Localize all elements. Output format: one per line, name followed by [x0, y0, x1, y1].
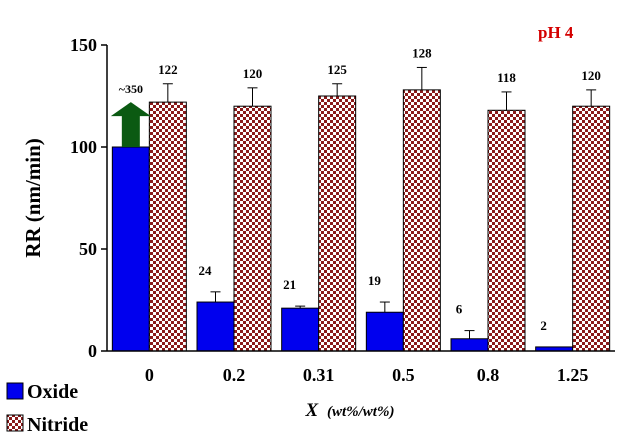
bar-nitride-4 [487, 109, 526, 352]
data-label-nitride: 120 [581, 68, 601, 83]
legend: Oxide Nitride [6, 381, 88, 436]
offscale-indicator: ~350 [110, 82, 151, 147]
data-label-nitride: 128 [412, 45, 432, 60]
bar-oxide-0 [111, 146, 150, 352]
bar-nitride-5 [572, 105, 611, 352]
data-label-nitride: 118 [497, 70, 516, 85]
bar-nitride-3 [402, 89, 441, 352]
error-bars [162, 66, 597, 339]
bar-nitride-2 [318, 95, 357, 352]
legend-label-oxide: Oxide [27, 381, 78, 403]
x-tick-label: 0.5 [392, 365, 415, 385]
y-tick-label: 150 [70, 35, 97, 55]
bar-nitride-0 [148, 101, 187, 352]
data-label-oxide: 21 [283, 277, 296, 292]
x-axis-unit: (wt%/wt%) [327, 404, 395, 420]
x-axis-label: X (wt%/wt%) [305, 400, 395, 421]
x-tick-label: 0.2 [223, 365, 246, 385]
y-tick-label: 50 [79, 239, 97, 259]
data-labels: 122 24 120 21 125 19 128 6 118 2 120 [158, 45, 601, 332]
data-label-oxide: 24 [199, 263, 213, 278]
offscale-arrow [110, 102, 151, 147]
legend-label-nitride: Nitride [27, 414, 88, 436]
x-tick-label: 0.31 [303, 365, 335, 385]
ph-annotation: pH 4 [538, 23, 574, 42]
offscale-label: ~350 [119, 82, 143, 96]
data-label-nitride: 125 [327, 62, 347, 77]
x-tick-labels: 0 0.2 0.31 0.5 0.8 1.25 [145, 365, 589, 385]
y-tick-labels: 0 50 100 150 [70, 35, 97, 361]
bar-oxide-4 [450, 338, 489, 352]
x-axis-symbol: X [305, 400, 320, 421]
data-label-nitride: 120 [243, 66, 263, 81]
x-tick-label: 1.25 [557, 365, 589, 385]
legend-swatch-nitride [6, 414, 24, 432]
bar-oxide-3 [365, 311, 404, 352]
data-label-nitride: 122 [158, 62, 178, 77]
data-label-oxide: 19 [368, 273, 382, 288]
y-tick-marks [101, 44, 107, 352]
y-tick-label: 0 [88, 341, 97, 361]
bar-oxide-2 [281, 307, 320, 352]
legend-swatch-oxide [6, 382, 24, 400]
data-label-oxide: 6 [456, 302, 463, 317]
bar-oxide-1 [196, 301, 235, 352]
bar-nitride-1 [233, 105, 272, 352]
y-tick-label: 100 [70, 137, 97, 157]
x-tick-label: 0 [145, 365, 154, 385]
x-tick-label: 0.8 [477, 365, 500, 385]
data-label-oxide: 2 [540, 318, 547, 333]
y-axis-label: RR (nm/min) [21, 138, 45, 258]
bars [111, 89, 611, 352]
